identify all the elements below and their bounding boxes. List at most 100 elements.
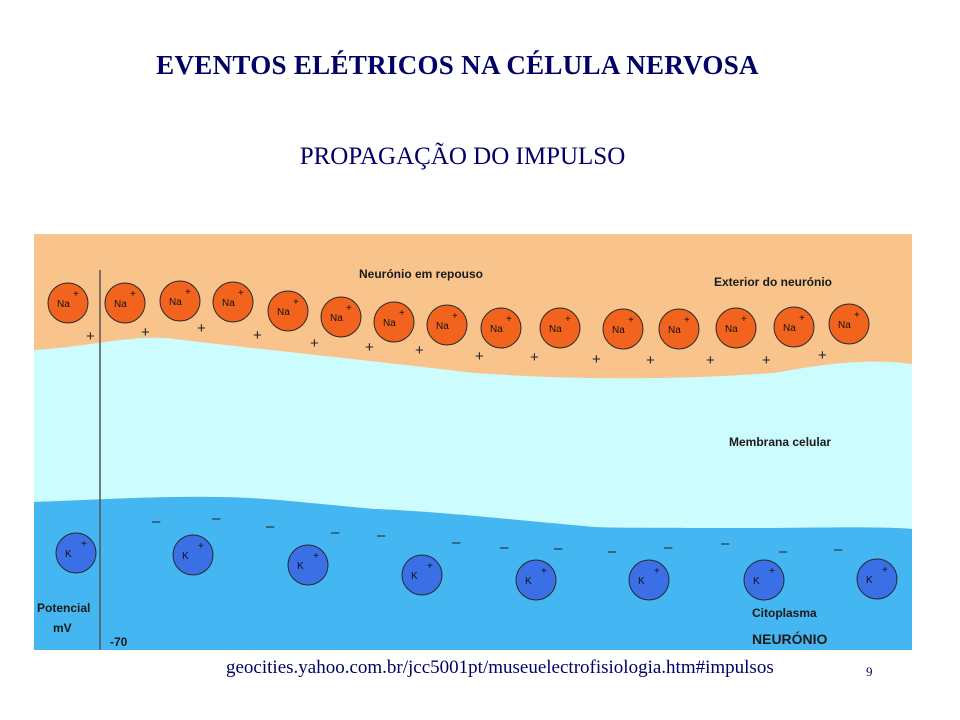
potassium-ion: K+	[628, 559, 670, 601]
slide-subtitle: PROPAGAÇÃO DO IMPULSO	[299, 143, 626, 170]
sodium-ion-circle	[47, 282, 89, 324]
sodium-ion-circle	[480, 307, 522, 349]
label-potential: Potencial	[37, 601, 90, 615]
sodium-ion: Na+	[602, 308, 644, 350]
charges-layer: + + + + + + + + + + + + + + – – – – – – – – – – – – –	[86, 320, 843, 560]
sodium-ion: Na+	[658, 308, 700, 350]
potassium-ion-symbol: K	[297, 561, 304, 572]
sodium-ion-symbol: Na	[222, 298, 235, 309]
sodium-ion-symbol: Na	[838, 320, 851, 331]
sodium-ion-circle	[373, 301, 415, 343]
positive-charge: +	[415, 342, 424, 359]
sodium-ion-charge: +	[130, 289, 136, 300]
potassium-ion-symbol: K	[65, 549, 72, 560]
sodium-ion-circle	[658, 308, 700, 350]
potassium-ion-circle	[856, 558, 898, 600]
negative-charge: –	[608, 543, 617, 560]
potassium-ion-circle	[55, 532, 97, 574]
sodium-ion: Na+	[212, 281, 254, 323]
negative-charge: –	[212, 510, 221, 527]
sodium-ion-symbol: Na	[436, 321, 449, 332]
negative-charge: –	[779, 543, 788, 560]
sodium-ion-symbol: Na	[57, 299, 70, 310]
sodium-ion: Na+	[715, 307, 757, 349]
label-exterior: Exterior do neurónio	[714, 275, 832, 289]
cytoplasm-region	[34, 496, 912, 650]
potassium-ion: K+	[287, 544, 329, 586]
potassium-ion: K+	[172, 534, 214, 576]
potassium-ion-charge: +	[882, 565, 888, 576]
sodium-ion-charge: +	[565, 314, 571, 325]
sodium-ion: Na+	[539, 307, 581, 349]
negative-charge: –	[500, 539, 509, 556]
negative-charge: –	[266, 518, 275, 535]
sodium-ion-charge: +	[293, 297, 299, 308]
potassium-ion-circle	[401, 554, 443, 596]
potassium-ion: K+	[401, 554, 443, 596]
negative-charge: –	[152, 513, 161, 530]
sodium-ion-circle	[212, 281, 254, 323]
sodium-ion-symbol: Na	[114, 299, 127, 310]
potassium-ion-charge: +	[654, 566, 660, 577]
sodium-ion-symbol: Na	[490, 324, 503, 335]
positive-charge: +	[365, 339, 374, 356]
positive-charge: +	[310, 335, 319, 352]
sodium-ion-charge: +	[854, 310, 860, 321]
sodium-ion-charge: +	[238, 288, 244, 299]
positive-charge: +	[86, 328, 95, 345]
sodium-ion-symbol: Na	[612, 325, 625, 336]
source-citation: geocities.yahoo.com.br/jcc5001pt/museuel…	[226, 657, 774, 678]
potassium-ion-circle	[515, 559, 557, 601]
sodium-ion-charge: +	[452, 311, 458, 322]
potassium-ion-circle	[172, 534, 214, 576]
sodium-ion-circle	[539, 307, 581, 349]
sodium-ion: Na+	[373, 301, 415, 343]
sodium-ion-symbol: Na	[277, 307, 290, 318]
label-potential-unit: mV	[53, 621, 72, 635]
potassium-ion-symbol: K	[182, 551, 189, 562]
negative-charge: –	[664, 539, 673, 556]
negative-charge: –	[377, 527, 386, 544]
sodium-ion-charge: +	[684, 315, 690, 326]
label-potential-value: -70	[110, 635, 128, 649]
sodium-ion-symbol: Na	[725, 324, 738, 335]
label-neuron: NEURÓNIO	[752, 630, 828, 647]
potassium-ion-symbol: K	[411, 571, 418, 582]
potassium-ion-circle	[287, 544, 329, 586]
sodium-ion-circle	[267, 290, 309, 332]
sodium-ion-symbol: Na	[668, 325, 681, 336]
sodium-ion-charge: +	[185, 287, 191, 298]
slide-title: EVENTOS ELÉTRICOS NA CÉLULA NERVOSA	[156, 50, 759, 80]
positive-charge: +	[141, 324, 150, 341]
sodium-ion-circle	[602, 308, 644, 350]
membrane-region	[34, 337, 912, 529]
sodium-ion-charge: +	[506, 314, 512, 325]
potassium-ion-charge: +	[81, 539, 87, 550]
potassium-ion: K+	[515, 559, 557, 601]
label-resting-neuron: Neurónio em repouso	[359, 267, 483, 281]
negative-charge: –	[331, 524, 340, 541]
positive-charge: +	[762, 352, 771, 369]
sodium-ion-circle	[159, 280, 201, 322]
sodium-ion: Na+	[828, 303, 870, 345]
sodium-ion-circle	[426, 304, 468, 346]
potassium-ion-charge: +	[769, 566, 775, 577]
sodium-ion-charge: +	[399, 308, 405, 319]
positive-charge: +	[592, 351, 601, 368]
potassium-ion-charge: +	[427, 561, 433, 572]
potassium-ion-circle	[628, 559, 670, 601]
potassium-ion-symbol: K	[753, 576, 760, 587]
sodium-ion-circle	[320, 296, 362, 338]
ions-layer: Na+Na+Na+Na+Na+Na+Na+Na+Na+Na+Na+Na+Na+N…	[47, 280, 898, 601]
sodium-ion-symbol: Na	[330, 313, 343, 324]
sodium-ion: Na+	[480, 307, 522, 349]
sodium-ion: Na+	[159, 280, 201, 322]
sodium-ion-circle	[715, 307, 757, 349]
potassium-ion: K+	[743, 559, 785, 601]
sodium-ion-symbol: Na	[383, 318, 396, 329]
page-number: 9	[866, 664, 873, 679]
sodium-ion-symbol: Na	[783, 323, 796, 334]
sodium-ion-circle	[828, 303, 870, 345]
neuron-diagram: Neurónio em repouso Exterior do neurónio…	[34, 234, 912, 650]
sodium-ion-symbol: Na	[169, 297, 182, 308]
